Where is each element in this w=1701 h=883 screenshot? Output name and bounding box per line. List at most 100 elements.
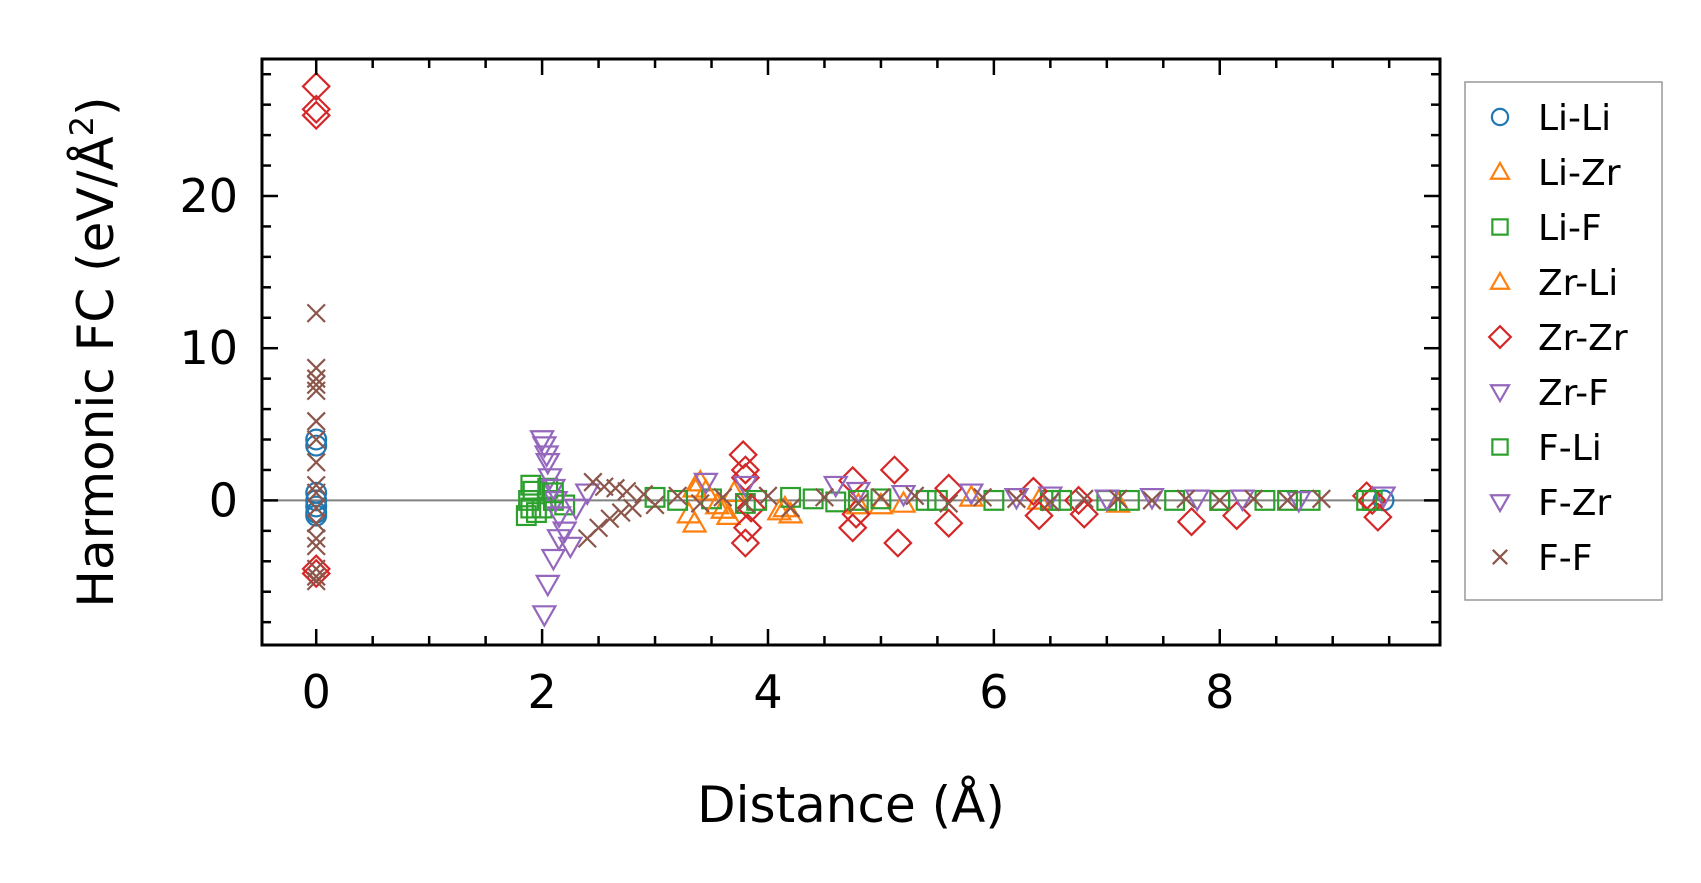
x-tick-label: 2 [527,665,556,719]
data-point [305,428,328,451]
data-point [534,574,561,598]
data-point [692,472,719,496]
y-tick-label: 10 [179,321,238,375]
data-point [533,445,560,468]
data-point [306,452,326,472]
data-point [583,472,603,492]
y-axis-label: Harmonic FC (eV/Å2) [63,96,125,607]
data-point [676,500,702,524]
data-point [306,381,326,401]
x-tick-label: 0 [302,665,331,719]
data-point [837,513,868,543]
data-point [1003,488,1030,511]
series-f-f [306,303,1331,591]
data-point [305,495,328,518]
data-point [732,513,763,543]
data-point [305,504,328,527]
x-tick-label: 6 [979,665,1008,719]
series-f-li [520,482,1378,519]
legend-item: Li-F [1491,208,1602,249]
data-point [668,486,688,506]
data-point [667,489,689,511]
legend: Li-Li Li-Zr Li-F Zr-Li Zr-Zr Zr-F F-Li F-Zr F-F [1464,81,1663,601]
y-axis-label-close: ) [67,96,125,116]
data-point [306,358,326,378]
data-point [526,502,547,524]
data-point [1069,499,1099,529]
data-point [713,487,733,507]
data-point [305,489,328,512]
legend-label: Li-F [1538,208,1602,249]
series-f-zr [531,483,601,628]
data-point [306,429,326,450]
data-point [306,566,326,587]
legend-label: Zr-F [1538,373,1609,414]
legend-label: Li-Li [1538,98,1611,139]
data-point [520,497,542,519]
data-point [531,605,558,628]
data-point [305,434,328,457]
legend-marker [1489,270,1511,290]
data-point [605,478,626,498]
data-point [1229,489,1256,513]
data-point [306,375,326,395]
data-point [306,303,326,323]
legend-marker [1491,218,1509,236]
legend-label: Zr-Li [1538,263,1618,304]
y-tick-label: 20 [179,169,238,223]
data-point [1105,490,1132,513]
data-point [1221,500,1252,531]
legend-item: F-F [1492,538,1592,579]
data-point [730,462,761,493]
series-li-li [305,428,1395,527]
data-point [617,481,637,501]
data-point [1311,489,1331,509]
legend-marker [1489,160,1511,180]
data-point [870,488,892,510]
x-tick-label: 4 [753,665,782,719]
data-point [845,481,872,505]
plot-frame [260,57,1442,647]
data-point [933,473,964,503]
data-point [1363,502,1393,532]
data-point [301,71,331,102]
legend-marker [1492,549,1508,565]
legend-label: F-Zr [1538,483,1611,524]
data-point [780,498,801,518]
data-point [306,513,326,533]
data-point [1040,492,1060,512]
data-point [814,487,835,507]
data-point [825,491,847,513]
data-point [534,453,561,476]
legend-marker [1489,494,1511,514]
data-point [973,487,993,507]
legend-item: F-Zr [1489,483,1611,524]
legend-item: Li-Li [1490,98,1611,139]
data-point [574,483,601,507]
data-point [546,506,572,529]
data-point [1184,489,1211,513]
data-point [1026,487,1052,510]
data-point [588,518,609,538]
data-point [645,495,665,515]
data-point [520,474,542,496]
data-point [1210,490,1230,510]
data-point [306,528,326,549]
data-point [766,497,793,521]
data-point [933,508,964,538]
tick-labels: 0 2 4 6 8 0 10 20 [179,169,1234,719]
data-point [542,482,564,504]
data-point [822,475,849,499]
data-point [1108,489,1128,509]
data-point [306,498,326,518]
ticks [262,59,1440,645]
legend-item: Li-Zr [1489,153,1621,194]
data-point [1074,489,1094,509]
data-point [557,536,584,560]
data-point [958,483,985,507]
data-point [730,455,761,485]
data-point [690,493,710,514]
data-point [1244,489,1264,509]
data-point [1142,490,1162,510]
legend-item: F-Li [1491,428,1602,469]
